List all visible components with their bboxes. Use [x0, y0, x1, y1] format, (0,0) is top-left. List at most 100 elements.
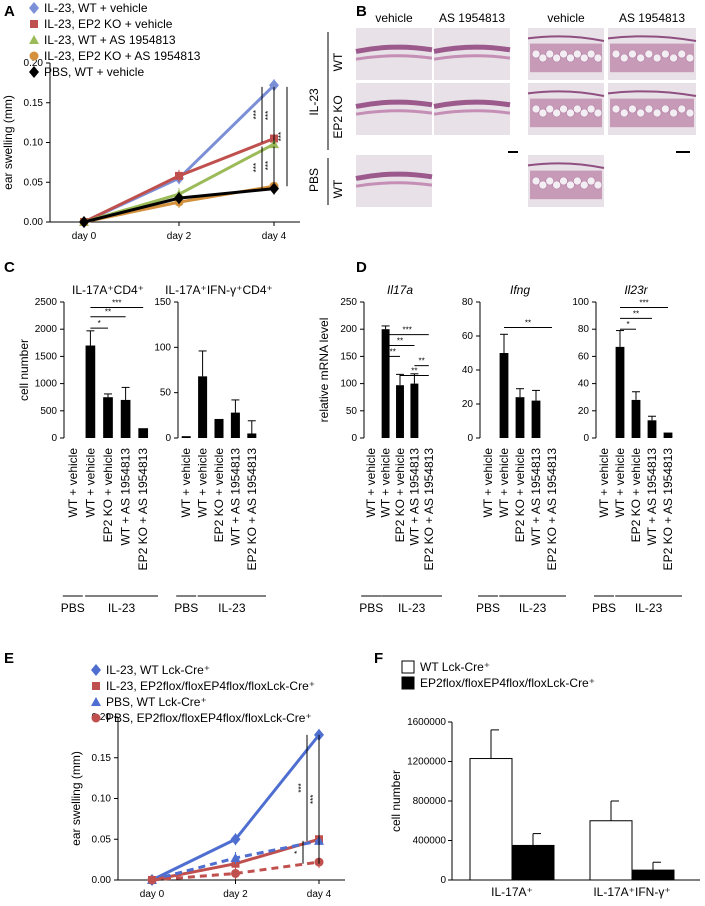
bar — [214, 418, 224, 438]
epidermis — [527, 162, 605, 169]
adipocyte — [586, 49, 596, 59]
y-tick-label: 40 — [578, 379, 590, 390]
tissue-layer — [433, 54, 511, 61]
adipocyte — [593, 180, 603, 190]
significance-label: * — [626, 320, 629, 329]
category-label: EP2 KO + vehicle — [393, 448, 407, 543]
y-tick-label: 80 — [578, 324, 590, 335]
y-tick-label: 0 — [467, 433, 473, 444]
category-label: IL-17A⁺ — [491, 885, 533, 899]
group-label-pbs: PBS — [61, 601, 85, 615]
legend-entry: EP2flox/floxEP4flox/floxLck-Cre⁺ — [420, 676, 595, 690]
y-tick-label: 0.20 — [92, 712, 112, 723]
histology-micrograph — [433, 28, 511, 80]
legend-entry: IL-23, WT + vehicle — [44, 1, 148, 15]
y-tick-label: 100 — [572, 297, 589, 308]
bar — [410, 383, 419, 438]
adipocyte — [538, 53, 548, 63]
y-axis-label: cell number — [17, 339, 31, 401]
y-tick-label: 0 — [51, 433, 57, 444]
y-tick-label: 1600000 — [407, 717, 446, 728]
adipocyte — [677, 49, 687, 59]
tissue-layer — [355, 99, 433, 109]
y-tick-label: 1200000 — [407, 757, 446, 768]
category-label: EP2 KO + AS 1954813 — [422, 448, 436, 571]
adipocyte — [552, 180, 561, 190]
histology-row-label: WT — [331, 179, 345, 198]
tissue-layer — [433, 99, 511, 109]
x-tick-label: day 2 — [167, 231, 192, 242]
y-tick-label: 0 — [165, 433, 171, 444]
adipocyte — [661, 104, 670, 114]
adipocyte — [636, 53, 645, 63]
adipocyte — [573, 176, 582, 186]
y-axis-label: cell number — [389, 770, 403, 832]
legend-entry: IL-23, WT + AS 1954813 — [44, 33, 176, 47]
bar — [396, 385, 404, 438]
bar — [511, 844, 555, 881]
category-label: WT + vehicle — [481, 448, 495, 518]
significance-label: ** — [411, 366, 417, 375]
legend-marker — [29, 35, 39, 44]
legend-entry: IL-23, EP2flox/floxEP4flox/floxLck-Cre⁺ — [106, 679, 315, 693]
data-point — [230, 852, 241, 862]
bar — [381, 329, 390, 438]
bar — [181, 436, 191, 438]
micrograph-background — [434, 83, 510, 135]
tissue-layer — [433, 109, 511, 116]
category-label: EP2 KO + vehicle — [513, 448, 527, 543]
adipocyte — [566, 53, 575, 63]
category-label: WT + AS 1954813 — [529, 448, 543, 546]
micrograph-background — [356, 28, 432, 80]
y-tick-label: 200 — [340, 324, 357, 335]
series-line — [151, 860, 320, 882]
y-tick-label: 0.15 — [24, 98, 44, 109]
chart-title: Il17a — [387, 283, 413, 297]
group-label-il23: IL-23 — [398, 601, 426, 615]
histology-micrograph — [355, 155, 433, 207]
epidermis — [527, 35, 605, 42]
bar — [631, 399, 641, 438]
category-label: WT + AS 1954813 — [228, 448, 242, 546]
significance-label: ** — [397, 337, 403, 346]
legend-marker — [92, 682, 100, 690]
significance-label: *** — [264, 161, 273, 170]
adipocyte — [545, 104, 555, 114]
adipocyte — [628, 104, 637, 114]
bar — [615, 346, 625, 438]
histology-micrograph — [527, 155, 605, 207]
category-label: EP2 KO + AS 1954813 — [545, 448, 559, 571]
histology-column-header: AS 1954813 — [439, 11, 505, 25]
panel-letter-b: B — [356, 3, 367, 20]
epidermis — [527, 90, 605, 97]
group-label-pbs: PBS — [592, 601, 616, 615]
y-tick-label: 150 — [340, 351, 357, 362]
x-tick-label: day 4 — [307, 889, 332, 900]
y-tick-label: 0.15 — [92, 753, 112, 764]
y-tick-label: 0 — [440, 875, 446, 886]
panel-letter-d: D — [356, 259, 367, 276]
adipocyte — [573, 104, 582, 114]
bar — [515, 397, 525, 438]
legend-entry: IL-23, EP2 KO + vehicle — [44, 17, 173, 31]
category-label: EP2 KO + vehicle — [212, 448, 226, 543]
adipocyte — [559, 176, 568, 186]
histology-row-label: WT — [331, 52, 345, 71]
significance-label: *** — [639, 298, 648, 307]
legend-marker — [91, 713, 101, 723]
micrograph-background — [356, 83, 432, 135]
category-label: EP2 KO + AS 1954813 — [661, 448, 675, 571]
tissue-layer — [355, 44, 433, 54]
y-tick-label: 0 — [583, 433, 589, 444]
tissue-layer — [355, 181, 433, 188]
histology-row-label: EP2 KO — [331, 95, 345, 138]
category-label: WT + vehicle — [597, 448, 611, 518]
bar — [531, 400, 541, 438]
adipocyte — [566, 108, 575, 118]
adipocyte — [559, 49, 568, 59]
tissue-layer — [355, 54, 433, 61]
adipocyte — [611, 104, 621, 114]
legend-entry: PBS, WT Lck-Cre⁺ — [106, 695, 207, 709]
y-tick-label: 800000 — [413, 796, 447, 807]
